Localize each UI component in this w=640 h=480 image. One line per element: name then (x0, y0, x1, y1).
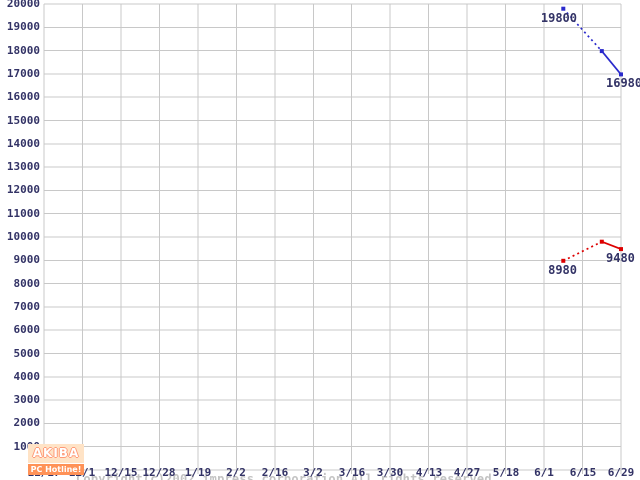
watermark: Copyright(c)2002 impress corporation All… (76, 444, 499, 480)
akiba-logo-wordmark: AKIBA (28, 444, 84, 463)
series2-red-marker (599, 239, 604, 244)
series1-blue-marker (599, 49, 604, 54)
series2-red-segment (562, 240, 603, 262)
series2-red-marker (561, 258, 566, 263)
akiba-logo: AKIBA PC Hotline! (28, 444, 84, 475)
copyright-text: Copyright(c)2002 impress corporation All… (76, 472, 500, 480)
series2-red-segment (601, 240, 622, 250)
series1-blue-segment (562, 8, 603, 52)
akiba-logo-banner: PC Hotline! (28, 463, 84, 475)
series2-red-marker (619, 247, 623, 252)
series1-blue-marker (619, 72, 623, 77)
series1-blue-marker (561, 6, 566, 11)
series1-blue-segment (601, 50, 622, 75)
